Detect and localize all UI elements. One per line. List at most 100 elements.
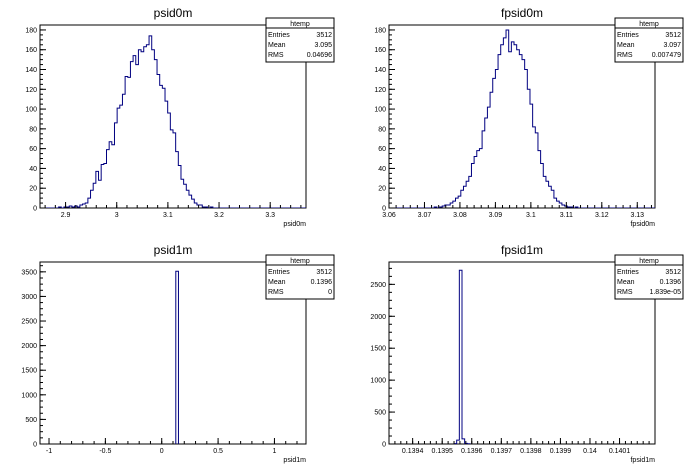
x-tick-label: 3.09 xyxy=(489,212,503,219)
y-tick-label: 120 xyxy=(25,87,37,94)
y-tick-label: 40 xyxy=(29,166,37,173)
stats-value: 3.097 xyxy=(663,42,681,49)
y-tick-label: 3000 xyxy=(21,294,37,301)
x-tick-label: 0.1401 xyxy=(609,448,631,455)
stats-key: Mean xyxy=(268,42,286,49)
x-axis-label: fpsid1m xyxy=(630,457,655,464)
stats-value: 0.1396 xyxy=(660,279,682,286)
stats-key: Entries xyxy=(268,32,290,39)
x-tick-label: -1 xyxy=(46,448,52,455)
y-tick-label: 3500 xyxy=(21,269,37,276)
y-tick-label: 160 xyxy=(374,47,386,54)
stats-key: Mean xyxy=(617,279,635,286)
histogram-series xyxy=(453,269,471,444)
y-tick-label: 40 xyxy=(378,166,386,173)
stats-value: 3512 xyxy=(316,32,332,39)
histogram-series xyxy=(40,35,306,208)
chart-title: psid0m xyxy=(154,6,193,20)
stats-box-name: htemp xyxy=(639,258,659,265)
x-tick-label: -0.5 xyxy=(99,448,111,455)
y-tick-label: 100 xyxy=(25,107,37,114)
y-tick-label: 2000 xyxy=(370,314,386,321)
x-tick-label: 0.1394 xyxy=(402,448,424,455)
x-axis-label: fpsid0m xyxy=(630,221,655,228)
x-tick-label: 2.9 xyxy=(61,212,71,219)
x-tick-label: 1 xyxy=(272,448,276,455)
x-tick-label: 0.1398 xyxy=(520,448,542,455)
stats-value: 0.04696 xyxy=(307,52,332,59)
plot-frame xyxy=(39,24,307,209)
y-tick-label: 100 xyxy=(374,107,386,114)
chart-title: fpsid0m xyxy=(501,6,543,20)
stats-value: 0 xyxy=(328,289,332,296)
stats-box xyxy=(614,254,684,300)
stats-value: 3512 xyxy=(665,269,681,276)
y-tick-label: 0 xyxy=(33,206,37,213)
y-tick-label: 0 xyxy=(33,442,37,449)
stats-value: 0.1396 xyxy=(311,279,333,286)
x-tick-label: 0.5 xyxy=(213,448,223,455)
stats-key: RMS xyxy=(617,289,633,296)
x-tick-label: 0.1396 xyxy=(461,448,483,455)
stats-value: 0.007479 xyxy=(652,52,681,59)
y-tick-label: 20 xyxy=(29,186,37,193)
stats-key: Entries xyxy=(617,269,639,276)
stats-value: 1.839e-05 xyxy=(649,289,681,296)
pad-fpsid1m: fpsid1m 0.1394 0.1395 0.1396 0.1397 0.1398 0.1… xyxy=(370,243,684,464)
stats-key: RMS xyxy=(268,52,284,59)
y-tick-label: 1500 xyxy=(370,346,386,353)
x-tick-label: 0.1395 xyxy=(431,448,453,455)
y-tick-label: 80 xyxy=(29,126,37,133)
y-tick-label: 1000 xyxy=(370,378,386,385)
y-tick-label: 1500 xyxy=(21,368,37,375)
x-tick-label: 3.1 xyxy=(163,212,173,219)
stats-value: 3512 xyxy=(665,32,681,39)
x-tick-label: 3.13 xyxy=(630,212,644,219)
stats-key: RMS xyxy=(617,52,633,59)
stats-value: 3512 xyxy=(316,269,332,276)
histogram-series xyxy=(175,270,179,444)
chart-title: fpsid1m xyxy=(501,243,543,257)
x-tick-label: 3.1 xyxy=(526,212,536,219)
plot-frame xyxy=(388,261,656,445)
x-tick-label: 3.3 xyxy=(265,212,275,219)
chart-title: psid1m xyxy=(154,243,193,257)
x-axis-label: psid1m xyxy=(283,457,306,464)
y-tick-label: 60 xyxy=(378,146,386,153)
stats-value: 3.095 xyxy=(314,42,332,49)
y-tick-label: 160 xyxy=(25,47,37,54)
pad-fpsid0m: fpsid0m 3.06 3.07 3.08 3.09 3.1 3.11 3.12 3.13 0 2… xyxy=(374,6,684,228)
y-tick-label: 1000 xyxy=(21,392,37,399)
stats-box-name: htemp xyxy=(290,258,310,265)
x-tick-label: 3.2 xyxy=(214,212,224,219)
y-tick-label: 80 xyxy=(378,126,386,133)
y-tick-label: 500 xyxy=(25,417,37,424)
stats-key: Mean xyxy=(617,42,635,49)
stats-key: Entries xyxy=(268,269,290,276)
y-tick-label: 2500 xyxy=(21,319,37,326)
x-tick-label: 0.1399 xyxy=(550,448,572,455)
y-tick-label: 500 xyxy=(374,410,386,417)
y-tick-label: 20 xyxy=(378,186,386,193)
x-tick-label: 3.06 xyxy=(382,212,396,219)
stats-box-name: htemp xyxy=(639,21,659,28)
stats-key: RMS xyxy=(268,289,284,296)
x-tick-label: 0.14 xyxy=(583,448,597,455)
x-axis-label: psid0m xyxy=(283,221,306,228)
stats-box-name: htemp xyxy=(290,21,310,28)
x-tick-label: 3.07 xyxy=(418,212,432,219)
y-tick-label: 140 xyxy=(25,67,37,74)
y-tick-label: 0 xyxy=(382,442,386,449)
x-tick-label: 3.11 xyxy=(560,212,573,219)
pad-psid1m: psid1m -1 -0.5 0 0.5 1 0 500 1000 1500 2000 2500 300… xyxy=(21,243,335,464)
y-tick-label: 2500 xyxy=(370,282,386,289)
histogram-series xyxy=(389,29,655,208)
stats-box xyxy=(265,17,335,63)
y-tick-label: 120 xyxy=(374,87,386,94)
y-tick-label: 140 xyxy=(374,67,386,74)
x-tick-label: 3 xyxy=(115,212,119,219)
stats-box xyxy=(265,254,335,300)
pad-psid0m: psid0m 2.9 3 3.1 3.2 3.3 0 20 40 60 80 100 120 140 160… xyxy=(25,6,335,228)
plot-frame xyxy=(388,24,656,209)
